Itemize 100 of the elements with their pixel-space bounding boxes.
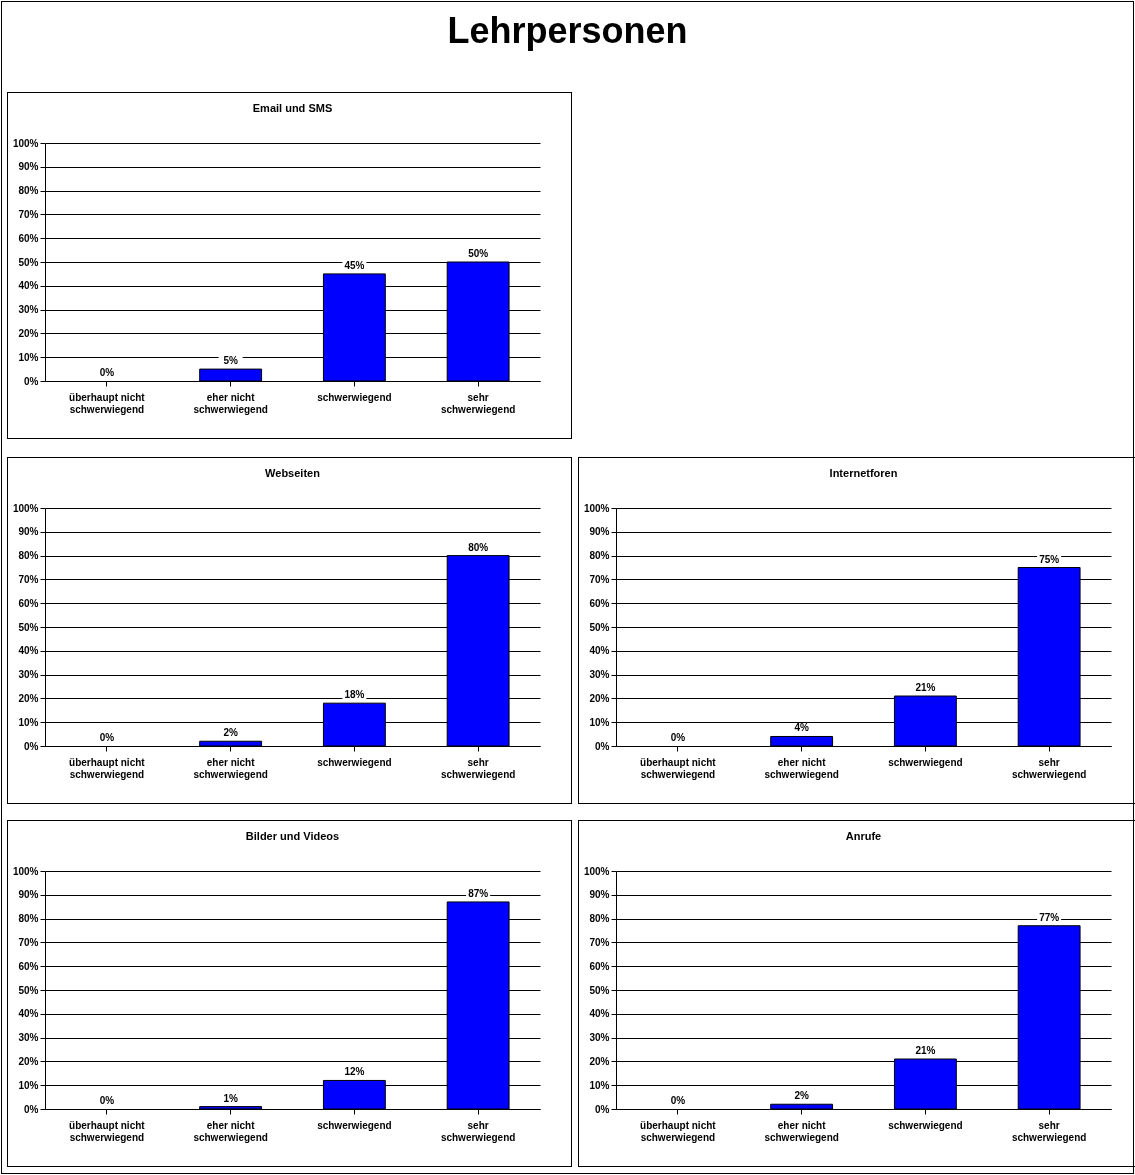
y-tick-label: 100% xyxy=(12,137,39,149)
y-tick-label: 90% xyxy=(18,889,39,901)
x-tick-label: überhaupt nicht schwerwiegend xyxy=(640,1119,717,1143)
y-tick-label: 0% xyxy=(24,375,39,387)
y-tick-label: 20% xyxy=(589,1055,610,1067)
chart-title: Internetforen xyxy=(829,467,898,479)
y-tick-label: 70% xyxy=(18,936,39,948)
y-tick-label: 60% xyxy=(589,960,610,972)
x-tick-label: eher nicht schwerwiegend xyxy=(764,1119,839,1143)
x-tick-label: sehr schwerwiegend xyxy=(440,756,516,780)
y-tick-label: 100% xyxy=(583,865,610,877)
y-tick-label: 50% xyxy=(18,984,39,996)
y-tick-label: 30% xyxy=(18,1032,39,1044)
y-tick-label: 80% xyxy=(589,550,610,562)
y-tick-label: 70% xyxy=(18,208,39,220)
y-tick-label: 10% xyxy=(589,1079,610,1091)
y-tick-label: 50% xyxy=(18,621,39,633)
y-tick-label: 80% xyxy=(18,185,39,197)
y-tick-label: 30% xyxy=(589,669,610,681)
data-label: 0% xyxy=(670,1095,686,1106)
x-tick-label: überhaupt nicht schwerwiegend xyxy=(69,756,146,780)
y-tick-label: 10% xyxy=(18,1079,39,1091)
y-tick-label: 100% xyxy=(12,502,39,514)
y-tick-label: 90% xyxy=(589,889,610,901)
data-label: 75% xyxy=(1039,553,1060,565)
data-label: 1% xyxy=(223,1092,238,1104)
data-label: 5% xyxy=(223,355,238,367)
text: Lehrpersonen xyxy=(446,10,689,52)
chart-title: Webseiten xyxy=(265,467,321,479)
data-label: 80% xyxy=(468,541,489,553)
data-label: 0% xyxy=(99,367,115,378)
x-tick-label: schwerwiegend xyxy=(317,391,392,403)
x-tick-label: sehr schwerwiegend xyxy=(440,1119,516,1143)
data-label: 77% xyxy=(1039,911,1060,923)
y-tick-label: 0% xyxy=(595,740,610,752)
chart-title: Bilder und Videos xyxy=(245,830,340,842)
x-tick-label: schwerwiegend xyxy=(317,756,392,768)
x-tick-label: eher nicht schwerwiegend xyxy=(193,756,268,780)
x-tick-label: sehr schwerwiegend xyxy=(1011,756,1087,780)
data-label: 0% xyxy=(99,1095,115,1106)
data-label: 21% xyxy=(915,1045,936,1057)
y-tick-label: 10% xyxy=(18,716,39,728)
data-label: 4% xyxy=(794,722,809,734)
data-label: 12% xyxy=(344,1066,365,1078)
y-tick-label: 0% xyxy=(595,1103,610,1115)
y-tick-label: 50% xyxy=(18,256,39,268)
y-tick-label: 80% xyxy=(589,913,610,925)
y-tick-label: 70% xyxy=(589,573,610,585)
y-tick-label: 90% xyxy=(589,526,610,538)
x-tick-label: eher nicht schwerwiegend xyxy=(193,391,268,415)
data-label: 0% xyxy=(670,732,686,743)
y-tick-label: 50% xyxy=(589,621,610,633)
x-tick-label: sehr schwerwiegend xyxy=(440,391,516,415)
x-tick-label: überhaupt nicht schwerwiegend xyxy=(69,391,146,415)
data-label: 2% xyxy=(223,727,238,739)
y-tick-label: 70% xyxy=(589,936,610,948)
y-tick-label: 60% xyxy=(18,232,39,244)
y-tick-label: 20% xyxy=(589,692,610,704)
x-tick-label: überhaupt nicht schwerwiegend xyxy=(640,756,717,780)
x-tick-label: überhaupt nicht schwerwiegend xyxy=(69,1119,146,1143)
y-tick-label: 20% xyxy=(18,1055,39,1067)
x-tick-label: eher nicht schwerwiegend xyxy=(193,1119,268,1143)
y-tick-label: 50% xyxy=(589,984,610,996)
x-tick-label: schwerwiegend xyxy=(888,756,963,768)
y-tick-label: 80% xyxy=(18,913,39,925)
y-tick-label: 40% xyxy=(18,645,39,657)
y-tick-label: 90% xyxy=(18,161,39,173)
y-tick-label: 40% xyxy=(18,280,39,292)
y-tick-label: 0% xyxy=(24,740,39,752)
y-tick-label: 100% xyxy=(12,865,39,877)
chart-title: Email und SMS xyxy=(252,102,333,114)
y-tick-label: 60% xyxy=(18,597,39,609)
data-label: 18% xyxy=(344,689,365,701)
y-tick-label: 20% xyxy=(18,327,39,339)
y-tick-label: 30% xyxy=(589,1032,610,1044)
y-tick-label: 40% xyxy=(18,1008,39,1020)
x-tick-label: schwerwiegend xyxy=(317,1119,392,1131)
y-tick-label: 0% xyxy=(24,1103,39,1115)
y-tick-label: 40% xyxy=(589,645,610,657)
y-tick-label: 10% xyxy=(589,716,610,728)
x-tick-label: schwerwiegend xyxy=(888,1119,963,1131)
y-tick-label: 70% xyxy=(18,573,39,585)
x-tick-label: eher nicht schwerwiegend xyxy=(764,756,839,780)
y-tick-label: 60% xyxy=(18,960,39,972)
data-label: 2% xyxy=(794,1090,809,1102)
data-label: 87% xyxy=(468,887,489,899)
y-tick-label: 20% xyxy=(18,692,39,704)
x-tick-label: sehr schwerwiegend xyxy=(1011,1119,1087,1143)
data-label: 45% xyxy=(344,259,365,271)
data-label: 50% xyxy=(468,248,489,259)
y-tick-label: 30% xyxy=(18,669,39,681)
data-label: 21% xyxy=(915,682,936,694)
chart-title: Anrufe xyxy=(845,830,882,842)
y-tick-label: 100% xyxy=(583,502,610,514)
y-tick-label: 90% xyxy=(18,526,39,538)
y-tick-label: 60% xyxy=(589,597,610,609)
data-label: 0% xyxy=(99,732,115,743)
y-tick-label: 40% xyxy=(589,1008,610,1020)
y-tick-label: 10% xyxy=(18,351,39,363)
y-tick-label: 30% xyxy=(18,304,39,316)
